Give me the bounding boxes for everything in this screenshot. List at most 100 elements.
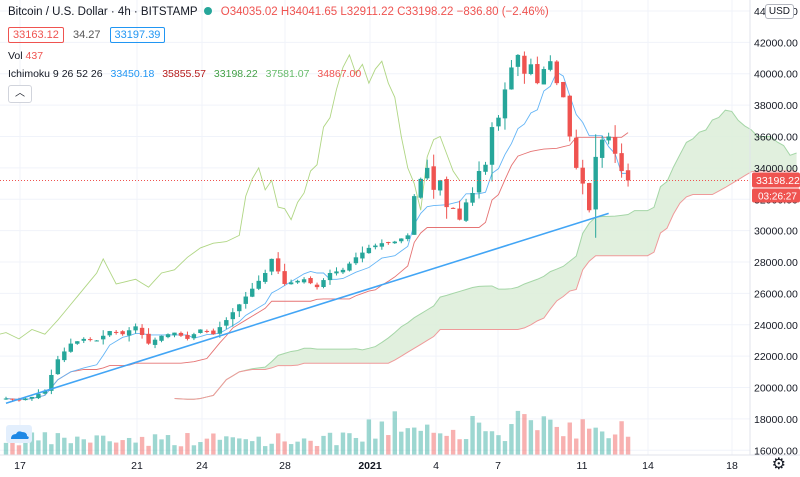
candle-body xyxy=(502,89,508,119)
volume-bar xyxy=(282,441,287,455)
countdown-label: 03:26:27 xyxy=(758,191,797,202)
volume-bar xyxy=(463,439,469,455)
candle-body xyxy=(373,245,378,248)
volume-bar xyxy=(204,438,210,455)
candle-body xyxy=(198,329,203,333)
volume-bar xyxy=(256,436,261,455)
candle-body xyxy=(16,399,22,401)
candle-body xyxy=(178,332,184,336)
candle-body xyxy=(392,241,397,244)
volume-legend[interactable]: Vol 437 xyxy=(8,50,43,62)
ichimoku-base: 35855.57 xyxy=(162,68,206,80)
x-tick-label: 21 xyxy=(131,460,143,472)
gear-icon[interactable]: ⚙ xyxy=(771,456,786,473)
candle-body xyxy=(49,374,54,391)
ask-button[interactable]: 33197.39 xyxy=(109,27,166,43)
candle-body xyxy=(237,304,242,312)
x-tick-label: 11 xyxy=(577,460,588,472)
bid-button[interactable]: 33163.12 xyxy=(8,27,64,43)
volume-bar xyxy=(625,436,631,455)
candle-body xyxy=(165,334,171,338)
volume-bar xyxy=(146,445,151,455)
volume-bar xyxy=(237,438,242,455)
candle-body xyxy=(152,339,158,345)
ichimoku-lead-b: 34867.00 xyxy=(317,68,362,80)
volume-bar xyxy=(418,430,423,455)
tradingview-logo[interactable] xyxy=(6,425,32,443)
candle-body xyxy=(463,202,469,221)
volume-bar xyxy=(431,432,436,455)
volume-bar xyxy=(515,410,521,455)
cloud-logo-icon xyxy=(11,431,29,439)
volume-bar xyxy=(405,428,410,455)
volume-bar xyxy=(470,415,475,455)
volume-bar xyxy=(113,442,119,455)
volume-bar xyxy=(340,432,346,455)
ichimoku-legend[interactable]: Ichimoku 9 26 52 26 33450.18 35855.57 33… xyxy=(8,68,361,80)
y-tick-label: 20000.00 xyxy=(754,383,798,395)
volume-bar xyxy=(541,416,547,455)
volume-bar xyxy=(29,432,35,455)
volume-bar xyxy=(457,439,462,455)
candle-body xyxy=(217,327,223,334)
volume-bar xyxy=(496,435,501,455)
volume-bar xyxy=(619,421,624,455)
volume-bar xyxy=(217,439,223,455)
volume-bar xyxy=(159,439,164,455)
candle-body xyxy=(425,167,430,179)
volume-bar xyxy=(528,420,534,455)
candle-body xyxy=(75,341,80,344)
ichimoku-lead-a-line xyxy=(174,109,797,400)
x-tick-label: 14 xyxy=(642,460,654,472)
candle-body xyxy=(379,243,385,247)
candle-body xyxy=(120,331,125,335)
y-tick-label: 34000.00 xyxy=(754,163,798,175)
candle-body xyxy=(327,273,333,281)
volume-bar xyxy=(308,440,313,455)
x-tick-label: 28 xyxy=(279,460,291,472)
volume-bar xyxy=(295,441,300,455)
volume-bar xyxy=(425,424,430,455)
x-tick-label: 7 xyxy=(495,460,501,472)
candle-body xyxy=(509,67,514,90)
candle-body xyxy=(587,183,592,211)
candle-body xyxy=(431,166,436,190)
ichimoku-lead-a: 37581.07 xyxy=(265,68,310,80)
currency-button[interactable]: USD xyxy=(764,4,794,19)
y-tick-label: 38000.00 xyxy=(754,100,798,112)
volume-bar xyxy=(275,433,281,455)
ichimoku-label: Ichimoku 9 26 52 26 xyxy=(8,68,103,80)
volume-bar xyxy=(107,441,112,455)
volume-bar xyxy=(353,437,359,455)
volume-bar xyxy=(139,436,145,455)
y-tick-label: 18000.00 xyxy=(754,414,798,426)
candle-body xyxy=(625,170,631,181)
ohlc-low: L32911.22 xyxy=(340,6,394,18)
quote-row: 33163.12 34.27 33197.39 xyxy=(8,27,166,43)
candle-body xyxy=(353,257,359,264)
candle-body xyxy=(619,153,624,172)
candle-body xyxy=(308,278,313,284)
trend-line xyxy=(5,212,609,404)
volume-bar xyxy=(36,440,41,455)
candle-body xyxy=(204,330,210,332)
candle-body xyxy=(23,398,28,401)
candle-body xyxy=(55,359,61,375)
candle-body xyxy=(36,393,41,399)
symbol-title[interactable]: Bitcoin / U.S. Dollar · 4h · BITSTAMP xyxy=(8,6,198,18)
volume-bar xyxy=(444,435,449,455)
volume-bar xyxy=(288,444,294,455)
volume-bar xyxy=(211,433,216,455)
candle-body xyxy=(159,335,164,341)
volume-value: 437 xyxy=(25,50,44,62)
candle-body xyxy=(522,55,527,74)
candle-body xyxy=(107,331,112,336)
volume-bar xyxy=(412,427,417,455)
countdown-tag xyxy=(752,188,800,203)
collapse-legend-button[interactable]: ︿ xyxy=(8,85,32,103)
ohlc-close: C33198.22 xyxy=(397,6,454,18)
y-tick-label: 36000.00 xyxy=(754,132,798,144)
candle-body xyxy=(457,208,462,220)
ichimoku-lead-b-line xyxy=(174,170,797,400)
